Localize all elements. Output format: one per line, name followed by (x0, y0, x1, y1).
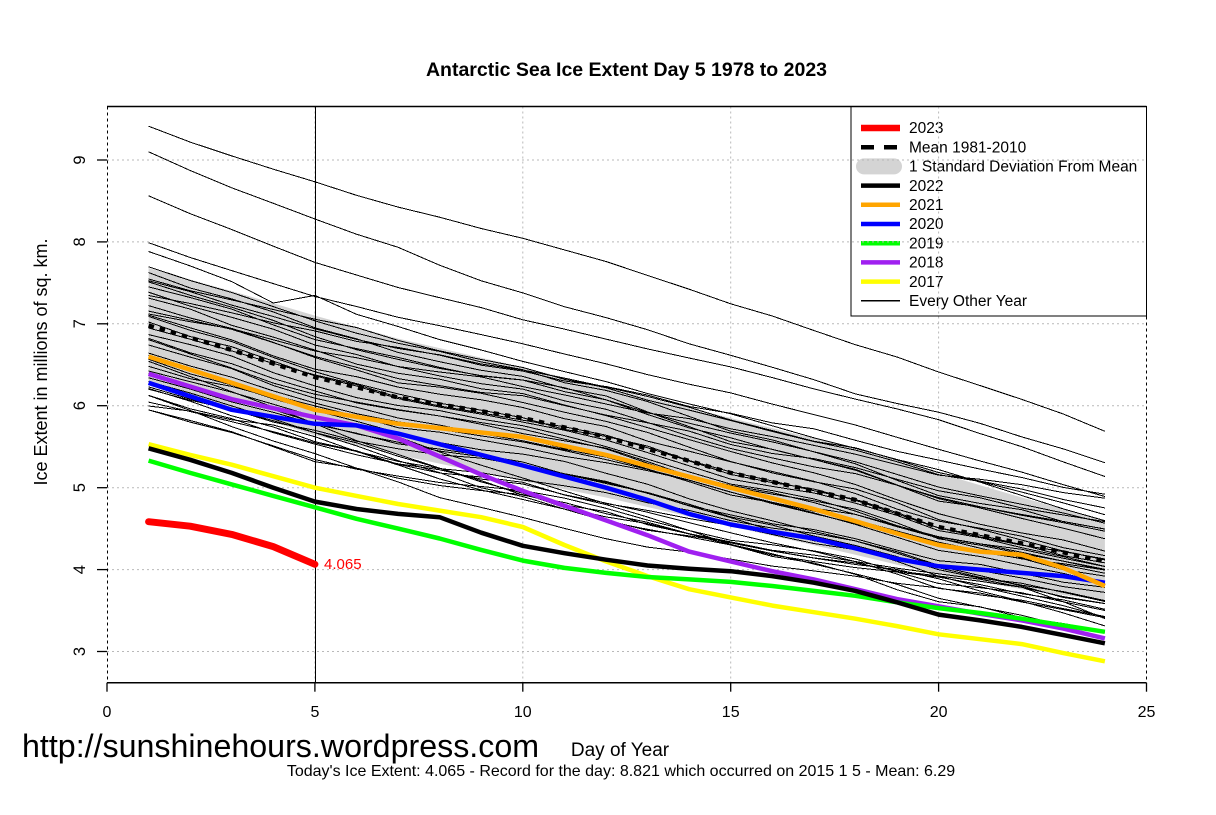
svg-text:25: 25 (1138, 704, 1156, 721)
svg-text:2022: 2022 (909, 178, 943, 195)
svg-text:20: 20 (930, 704, 948, 721)
svg-text:7: 7 (71, 319, 89, 328)
svg-text:15: 15 (722, 704, 740, 721)
svg-text:5: 5 (71, 483, 89, 492)
svg-text:0: 0 (103, 704, 112, 721)
svg-text:1 Standard Deviation From Mean: 1 Standard Deviation From Mean (909, 159, 1137, 176)
svg-text:http://sunshinehours.wordpress: http://sunshinehours.wordpress.com (22, 728, 539, 764)
svg-text:Antarctic Sea Ice Extent Day 5: Antarctic Sea Ice Extent Day 5 1978 to 2… (426, 59, 827, 81)
svg-text:2017: 2017 (909, 274, 943, 291)
svg-text:2020: 2020 (909, 216, 944, 233)
svg-text:2018: 2018 (909, 255, 943, 272)
svg-text:2019: 2019 (909, 235, 943, 252)
svg-text:Mean 1981-2010: Mean 1981-2010 (909, 139, 1027, 156)
svg-text:8: 8 (71, 237, 89, 246)
svg-text:9: 9 (71, 155, 89, 164)
svg-text:2023: 2023 (909, 120, 943, 137)
svg-text:4.065: 4.065 (324, 556, 362, 573)
svg-text:Every Other Year: Every Other Year (909, 293, 1027, 310)
svg-text:5: 5 (310, 704, 319, 721)
svg-text:3: 3 (71, 647, 89, 656)
svg-text:Ice Extent in millions of sq.: Ice Extent in millions of sq. km. (31, 238, 51, 485)
svg-text:Today's Ice Extent: 4.065 - R: Today's Ice Extent: 4.065 - Record for t… (287, 763, 955, 780)
svg-text:Day of Year: Day of Year (571, 740, 670, 761)
svg-text:2021: 2021 (909, 197, 943, 214)
svg-text:6: 6 (71, 401, 89, 410)
svg-text:10: 10 (514, 704, 532, 721)
svg-text:4: 4 (71, 565, 89, 574)
